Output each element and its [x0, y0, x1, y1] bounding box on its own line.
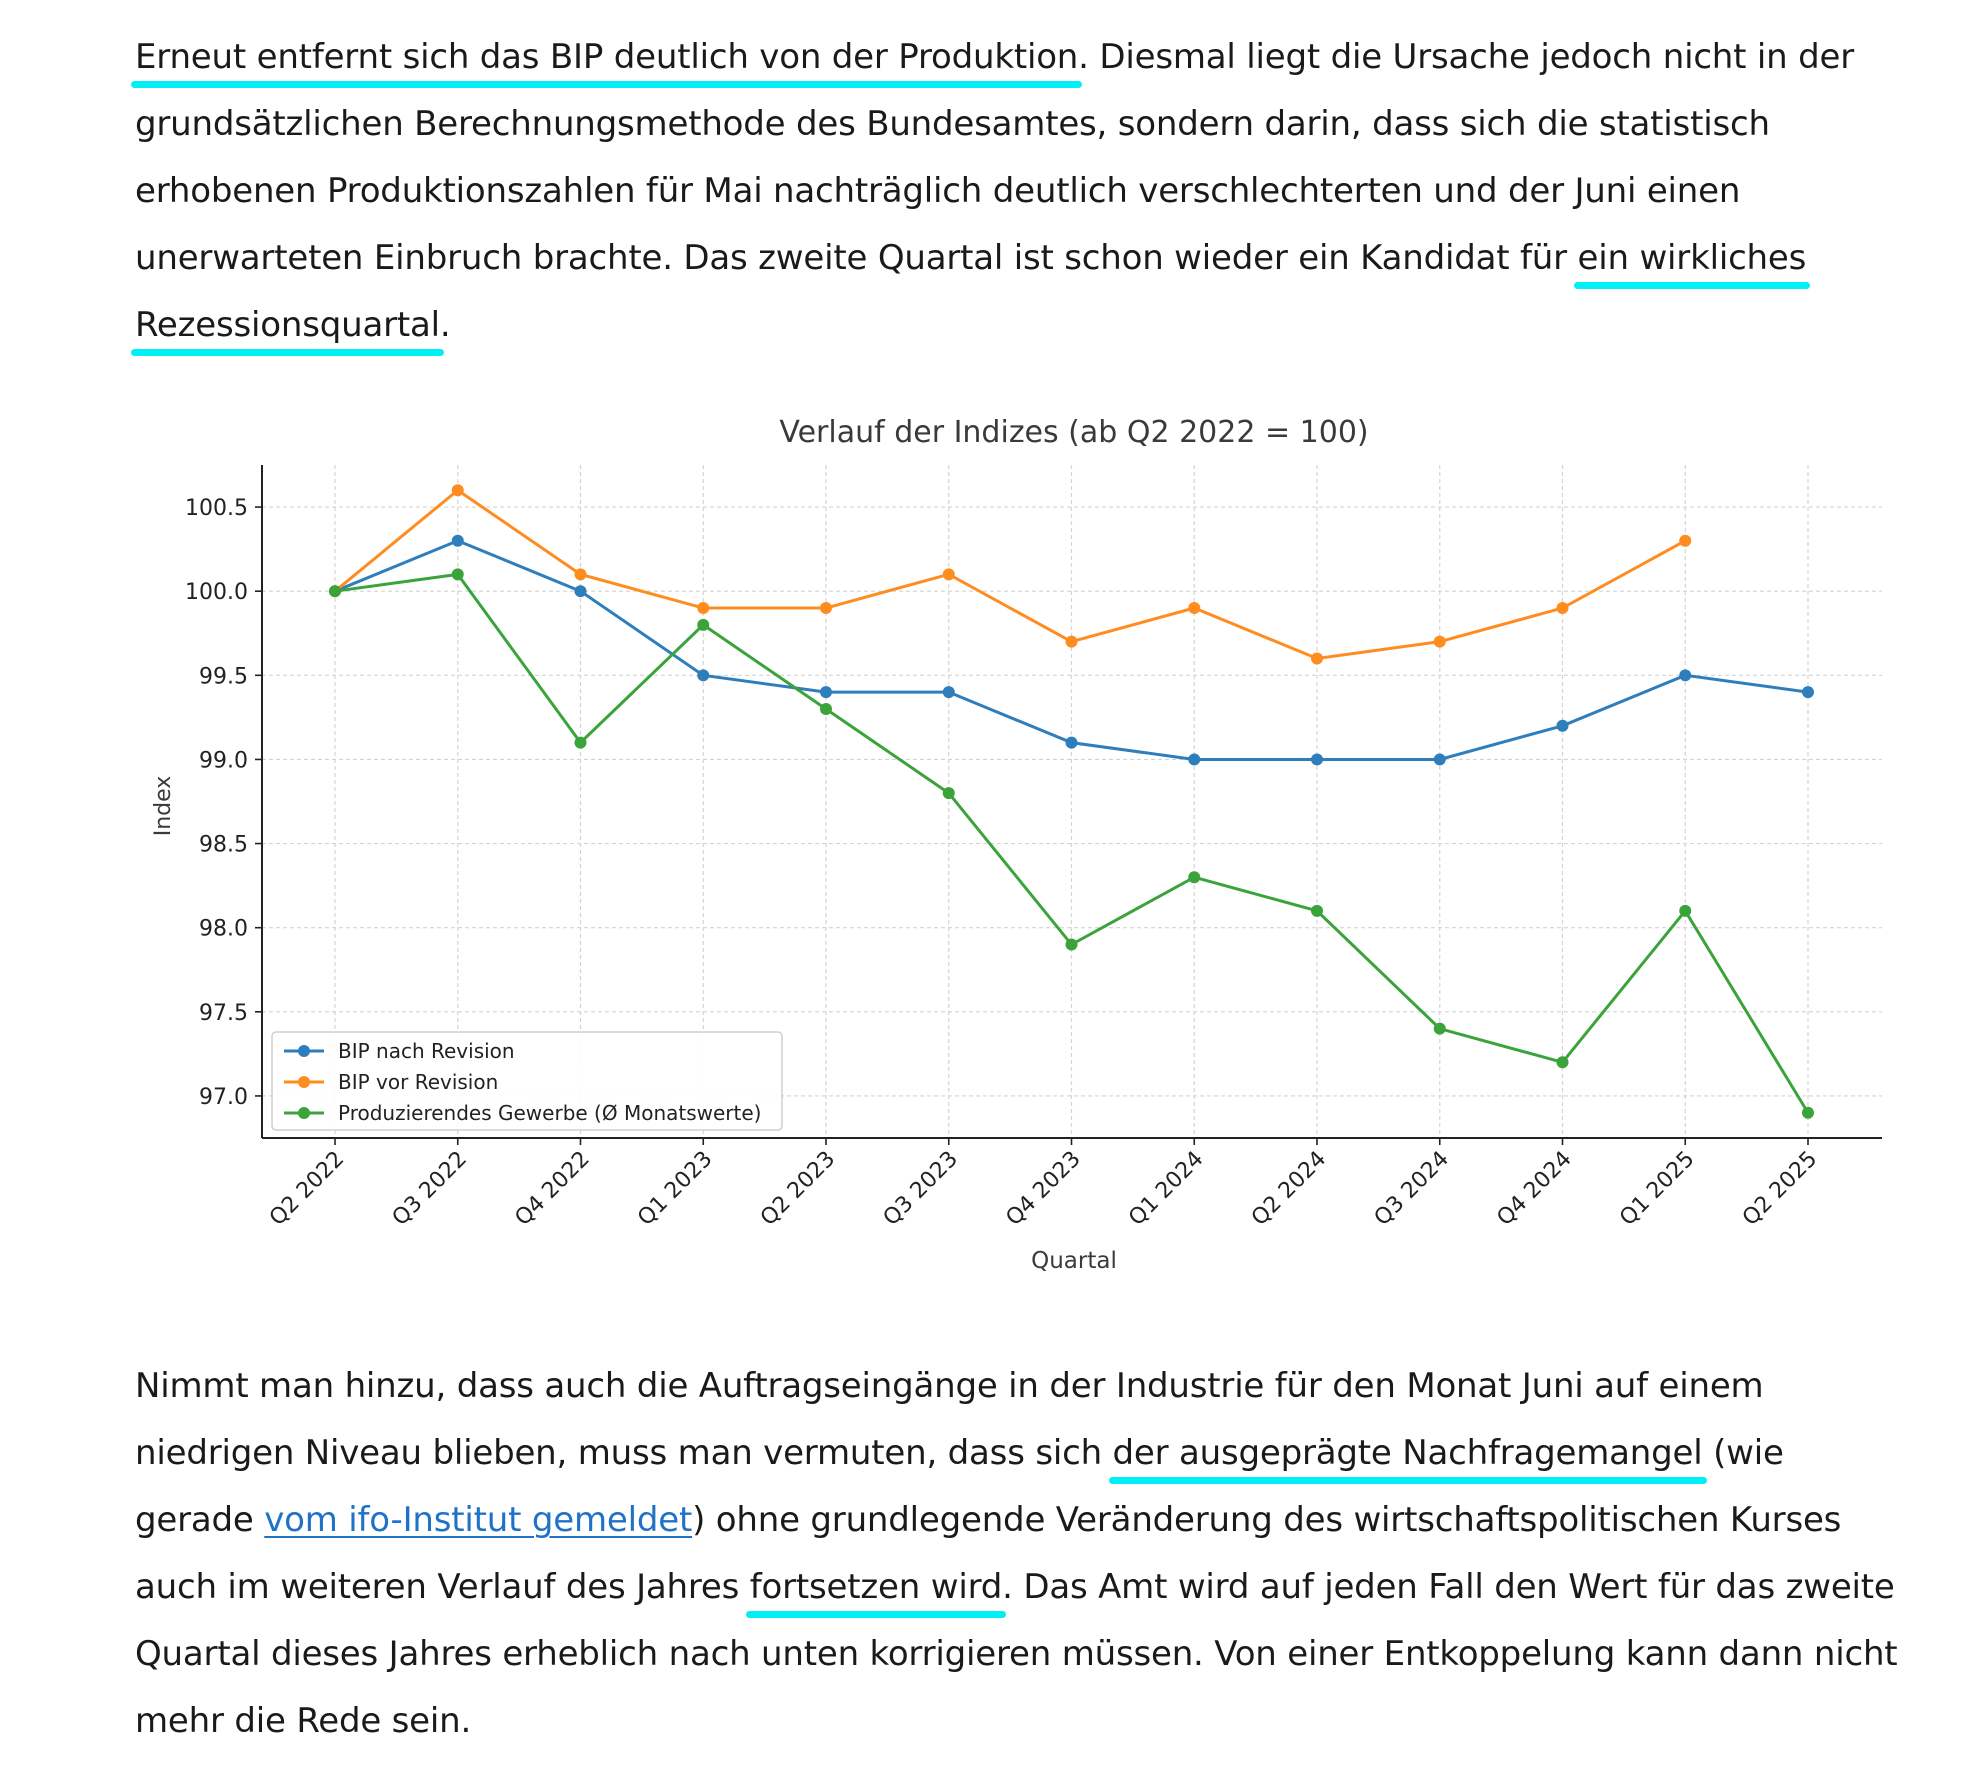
data-point-series-1 — [1802, 686, 1814, 699]
data-point-series-1 — [574, 585, 587, 598]
data-point-series-1 — [697, 669, 710, 682]
highlighted-text-nachfragemangel: der ausgeprägte Nachfragemangel — [1112, 1433, 1703, 1473]
highlight-underline — [745, 1611, 1007, 1618]
y-axis-label: Index — [151, 776, 176, 837]
x-tick-label: Q3 2022 — [388, 1147, 472, 1231]
y-tick-label: 98.5 — [199, 833, 248, 858]
ifo-institut-link[interactable]: vom ifo-Institut gemeldet — [264, 1500, 693, 1540]
paragraph-text: ) ohne grundlegende Veränderung des wirt… — [135, 1500, 1842, 1607]
paragraph-text: Nimmt man hinzu, dass auch die Auftragse… — [135, 1366, 1764, 1473]
y-tick-label: 100.5 — [185, 496, 248, 521]
data-point-series-1 — [1188, 753, 1201, 766]
data-point-series-3 — [1311, 904, 1323, 917]
x-tick-label: Q4 2022 — [510, 1147, 594, 1231]
data-point-series-3 — [574, 736, 587, 749]
highlight-underline — [131, 349, 444, 356]
data-point-series-1 — [1311, 753, 1323, 766]
highlight-underline — [1573, 282, 1811, 289]
data-point-series-2 — [1311, 652, 1323, 665]
data-point-series-1 — [1065, 736, 1078, 749]
data-point-series-3 — [697, 618, 710, 631]
data-point-series-3 — [1679, 904, 1692, 917]
data-point-series-3 — [1433, 1022, 1446, 1035]
paragraph-conclusion: Nimmt man hinzu, dass auch die Auftragse… — [135, 1353, 1905, 1755]
series-line-2 — [334, 488, 1686, 661]
y-tick-label: 99.0 — [199, 748, 248, 773]
legend-label-1: BIP nach Revision — [338, 1039, 515, 1063]
paragraph-text: . Diesmal liegt die Ursache jedoch nicht… — [135, 37, 1854, 278]
legend-label-2: BIP vor Revision — [338, 1070, 498, 1094]
data-point-series-2 — [1433, 635, 1446, 648]
x-axis-label: Quartal — [1031, 1248, 1117, 1274]
index-line-chart: Verlauf der Indizes (ab Q2 2022 = 100) Q… — [140, 410, 1900, 1294]
paragraph-text: . — [439, 305, 451, 345]
legend-label-3: Produzierendes Gewerbe (Ø Monatswerte) — [338, 1101, 761, 1125]
data-point-series-1 — [1556, 719, 1569, 732]
data-point-series-3 — [1188, 871, 1201, 884]
highlighted-text-rezession: ein wirkliches Rezessionsquartal — [135, 238, 1807, 345]
data-point-series-2 — [574, 568, 587, 581]
x-tick-label: Q2 2023 — [756, 1147, 840, 1231]
data-point-series-3 — [329, 585, 341, 598]
data-point-series-1 — [1679, 669, 1692, 682]
y-tick-label: 99.5 — [199, 664, 248, 689]
data-point-series-3 — [1065, 938, 1078, 951]
x-tick-label: Q2 2024 — [1247, 1147, 1331, 1231]
x-tick-label: Q2 2022 — [265, 1147, 349, 1231]
legend-marker-2 — [298, 1076, 310, 1088]
x-tick-label: Q1 2025 — [1615, 1147, 1699, 1231]
y-tick-label: 97.5 — [199, 1001, 248, 1026]
highlight-underline — [1108, 1477, 1707, 1484]
data-point-series-1 — [1433, 753, 1446, 766]
x-tick-label: Q4 2024 — [1492, 1147, 1576, 1231]
data-point-series-3 — [451, 568, 464, 581]
data-point-series-2 — [942, 568, 955, 581]
chart-title: Verlauf der Indizes (ab Q2 2022 = 100) — [779, 415, 1368, 450]
x-tick-label: Q2 2025 — [1738, 1147, 1822, 1231]
y-tick-label: 97.0 — [199, 1085, 248, 1110]
paragraph-text: . Das Amt wird auf jeden Fall den Wert f… — [135, 1567, 1898, 1741]
data-point-series-2 — [1679, 534, 1692, 547]
chart-svg: Verlauf der Indizes (ab Q2 2022 = 100) Q… — [151, 415, 1882, 1274]
highlighted-text-bip: Erneut entfernt sich das BIP deutlich vo… — [135, 37, 1079, 77]
data-point-series-2 — [1065, 635, 1078, 648]
data-point-series-2 — [451, 484, 464, 497]
data-point-series-1 — [820, 686, 832, 699]
x-tick-label: Q1 2024 — [1124, 1147, 1208, 1231]
paragraph-text: (wie gerade — [135, 1433, 1784, 1540]
paragraph-intro: Erneut entfernt sich das BIP deutlich vo… — [135, 24, 1905, 359]
data-point-series-3 — [820, 702, 832, 715]
legend-marker-3 — [298, 1107, 310, 1119]
highlight-underline — [131, 81, 1083, 88]
x-tick-label: Q3 2024 — [1370, 1147, 1454, 1231]
data-point-series-2 — [1556, 602, 1569, 615]
y-tick-label: 98.0 — [199, 917, 248, 942]
legend-marker-1 — [298, 1045, 310, 1057]
data-point-series-2 — [697, 602, 710, 615]
highlighted-text-fortsetzen: fortsetzen wird — [749, 1567, 1003, 1607]
x-tick-label: Q3 2023 — [879, 1147, 963, 1231]
data-point-series-3 — [1802, 1106, 1814, 1119]
data-point-series-1 — [942, 686, 955, 699]
data-point-series-3 — [942, 787, 955, 800]
data-point-series-3 — [1556, 1056, 1569, 1069]
data-point-series-2 — [1188, 602, 1201, 615]
y-tick-label: 100.0 — [185, 580, 248, 605]
x-tick-label: Q1 2023 — [633, 1147, 717, 1231]
data-point-series-1 — [451, 534, 464, 547]
data-point-series-2 — [820, 602, 832, 615]
legend-box — [271, 1031, 783, 1131]
x-tick-label: Q4 2023 — [1001, 1147, 1085, 1231]
